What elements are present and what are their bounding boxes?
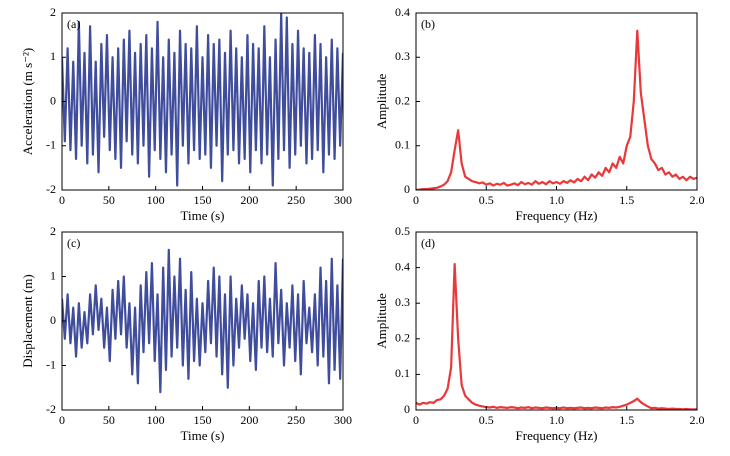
x-tick-label: 300 <box>334 413 352 427</box>
panel-label: (a) <box>67 17 80 31</box>
y-tick-label: 0.5 <box>395 224 410 238</box>
x-tick-label: 1.0 <box>549 413 564 427</box>
y-tick-label: 2 <box>50 224 56 238</box>
y-tick-label: 0 <box>50 313 56 327</box>
x-tick-label: 2.0 <box>690 413 705 427</box>
y-tick-label: 0.2 <box>395 93 410 107</box>
x-axis-label: Time (s) <box>181 428 225 443</box>
x-tick-label: 50 <box>103 413 115 427</box>
data-line <box>416 262 697 410</box>
y-axis-label: Amplitude <box>374 73 389 129</box>
y-tick-label: -2 <box>46 402 56 416</box>
y-tick-label: -1 <box>46 357 56 371</box>
y-tick-label: 0 <box>404 182 410 196</box>
x-tick-label: 100 <box>147 413 165 427</box>
y-tick-label: 1 <box>50 49 56 63</box>
x-tick-label: 300 <box>334 193 352 207</box>
x-axis-label: Frequency (Hz) <box>516 208 598 223</box>
x-tick-label: 250 <box>287 413 305 427</box>
x-tick-label: 200 <box>240 193 258 207</box>
panel-label: (d) <box>421 236 435 250</box>
data-line <box>62 13 343 187</box>
panel-label: (c) <box>67 236 80 250</box>
x-tick-label: 0 <box>413 193 419 207</box>
x-tick-label: 0 <box>59 413 65 427</box>
x-tick-label: 0 <box>59 193 65 207</box>
y-tick-label: 0.3 <box>395 295 410 309</box>
x-tick-label: 200 <box>240 413 258 427</box>
y-tick-label: 0.4 <box>395 5 410 19</box>
x-tick-label: 1.5 <box>619 193 634 207</box>
x-tick-label: 2.0 <box>690 193 705 207</box>
y-axis-label: Displacement (m) <box>20 274 35 368</box>
y-tick-label: 0.3 <box>395 49 410 63</box>
y-tick-label: 0 <box>404 402 410 416</box>
x-tick-label: 0.5 <box>479 413 494 427</box>
x-axis-label: Time (s) <box>181 208 225 223</box>
y-tick-label: 0.2 <box>395 331 410 345</box>
x-tick-label: 250 <box>287 193 305 207</box>
x-tick-label: 100 <box>147 193 165 207</box>
panel-label: (b) <box>421 17 435 31</box>
x-tick-label: 50 <box>103 193 115 207</box>
y-tick-label: 2 <box>50 5 56 19</box>
y-tick-label: -1 <box>46 138 56 152</box>
y-tick-label: 1 <box>50 268 56 282</box>
y-tick-label: 0.4 <box>395 259 410 273</box>
x-tick-label: 0.5 <box>479 193 494 207</box>
y-tick-label: -2 <box>46 182 56 196</box>
x-tick-label: 0 <box>413 413 419 427</box>
data-line <box>62 248 343 394</box>
x-axis-label: Frequency (Hz) <box>516 428 598 443</box>
y-axis-label: Acceleration (m s⁻²) <box>20 48 35 156</box>
y-axis-label: Amplitude <box>374 293 389 349</box>
y-tick-label: 0 <box>50 93 56 107</box>
y-tick-label: 0.1 <box>395 138 410 152</box>
x-tick-label: 1.5 <box>619 413 634 427</box>
x-tick-label: 150 <box>194 193 212 207</box>
x-tick-label: 1.0 <box>549 193 564 207</box>
y-tick-label: 0.1 <box>395 366 410 380</box>
x-tick-label: 150 <box>194 413 212 427</box>
data-line <box>416 29 697 190</box>
